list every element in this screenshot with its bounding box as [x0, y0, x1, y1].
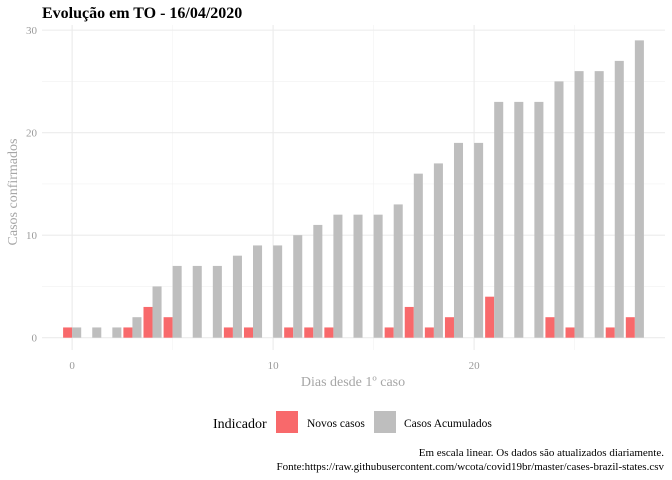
- bar-casos-acumulados: [313, 224, 323, 338]
- bar-novos-casos: [404, 306, 414, 338]
- chart-title: Evolução em TO - 16/04/2020: [42, 5, 242, 22]
- bar-casos-acumulados: [614, 60, 624, 338]
- bar-novos-casos: [284, 327, 294, 338]
- bar-casos-acumulados: [192, 265, 202, 338]
- bar-novos-casos: [163, 317, 173, 338]
- bar-casos-acumulados: [333, 214, 343, 338]
- bar-casos-acumulados: [353, 214, 363, 338]
- bar-casos-acumulados: [72, 327, 82, 338]
- bar-novos-casos: [605, 327, 615, 338]
- bar-novos-casos: [545, 317, 555, 338]
- axis-ticks: 0 10 20 0 10 20 30: [26, 25, 480, 372]
- legend-swatch-novos-casos: [276, 411, 298, 433]
- bar-novos-casos: [324, 327, 334, 338]
- bar-novos-casos: [223, 327, 233, 338]
- y-tick-label: 0: [32, 333, 38, 345]
- bar-casos-acumulados: [293, 235, 303, 338]
- x-tick-label: 20: [469, 360, 481, 372]
- bar-casos-acumulados: [172, 265, 182, 338]
- legend-label-casos-acumulados: Casos Acumulados: [404, 418, 492, 430]
- legend-label-novos-casos: Novos casos: [307, 418, 365, 430]
- bar-casos-acumulados: [494, 101, 504, 338]
- bar-novos-casos: [485, 296, 495, 338]
- bar-novos-casos: [143, 306, 153, 338]
- bar-casos-acumulados: [132, 317, 142, 338]
- y-axis-label: Casos confirmados: [6, 139, 21, 246]
- bar-novos-casos: [444, 317, 454, 338]
- bar-casos-acumulados: [433, 163, 443, 338]
- bar-casos-acumulados: [554, 81, 564, 338]
- bar-casos-acumulados: [232, 255, 242, 338]
- caption-line-2: Fonte:https://raw.githubusercontent.com/…: [276, 461, 664, 473]
- bar-casos-acumulados: [574, 71, 584, 338]
- x-tick-label: 0: [69, 360, 75, 372]
- legend: Indicador Novos casos Casos Acumulados: [213, 411, 492, 433]
- legend-swatch-casos-acumulados: [374, 411, 396, 433]
- bar-novos-casos: [625, 317, 635, 338]
- bar-casos-acumulados: [634, 40, 644, 338]
- bar-casos-acumulados: [273, 245, 283, 338]
- bar-novos-casos: [63, 327, 73, 338]
- bar-novos-casos: [123, 327, 133, 338]
- bar-novos-casos: [424, 327, 434, 338]
- y-tick-label: 10: [26, 230, 38, 242]
- bar-novos-casos: [304, 327, 314, 338]
- bar-novos-casos: [384, 327, 394, 338]
- bar-casos-acumulados: [474, 142, 484, 338]
- x-axis-label: Dias desde 1º caso: [301, 375, 405, 390]
- caption-line-1: Em escala linear. Os dados são atualizad…: [419, 447, 665, 459]
- bars: [63, 40, 644, 338]
- bar-novos-casos: [565, 327, 575, 338]
- bar-casos-acumulados: [92, 327, 102, 338]
- bar-casos-acumulados: [534, 101, 544, 338]
- bar-casos-acumulados: [594, 71, 604, 338]
- bar-novos-casos: [243, 327, 254, 338]
- bar-casos-acumulados: [253, 245, 263, 338]
- y-tick-label: 30: [26, 25, 38, 37]
- bar-casos-acumulados: [212, 265, 222, 338]
- bar-casos-acumulados: [373, 214, 383, 338]
- y-tick-label: 20: [26, 128, 38, 140]
- bar-casos-acumulados: [393, 204, 403, 338]
- bar-casos-acumulados: [453, 142, 464, 338]
- x-tick-label: 10: [268, 360, 280, 372]
- bar-casos-acumulados: [152, 286, 162, 338]
- legend-title: Indicador: [213, 417, 267, 432]
- bar-casos-acumulados: [112, 327, 122, 338]
- bar-casos-acumulados: [413, 173, 423, 338]
- bar-casos-acumulados: [514, 101, 524, 338]
